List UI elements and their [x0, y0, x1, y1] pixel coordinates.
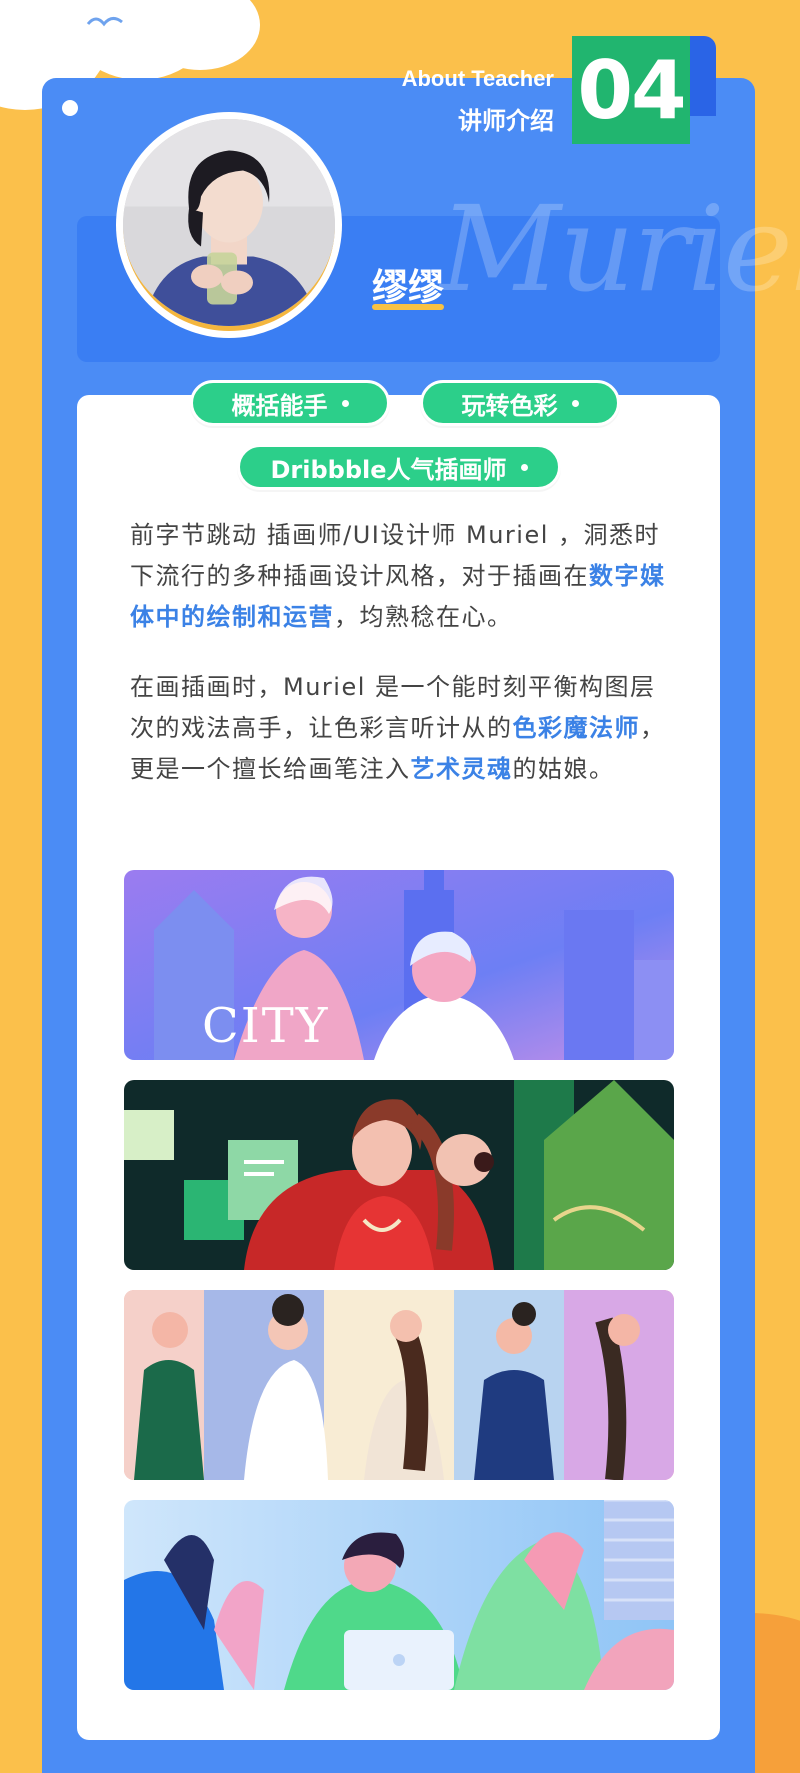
- bio-text: ，均熟稔在心。: [334, 603, 513, 631]
- artwork-friends: [124, 1500, 674, 1690]
- bio-text: 前字节跳动 插画师/UI设计师 Muriel ，洞悉时下流行的多种插画设计风格，…: [130, 521, 661, 590]
- tag-label: Dribbble人气插画师: [270, 455, 507, 484]
- cloud-decoration: [140, 0, 260, 70]
- artwork-sofa: [124, 1080, 674, 1270]
- tag-label: 玩转色彩: [461, 391, 558, 420]
- bio-highlight: 色彩魔法师: [512, 714, 640, 742]
- artwork-dancers: [124, 1290, 674, 1480]
- teacher-name-script: Muriel: [440, 180, 800, 318]
- tag-bullet-icon: [571, 399, 579, 407]
- section-number-badge: 04: [572, 36, 690, 144]
- tag-badge: 玩转色彩: [420, 380, 620, 426]
- card-dot-decoration: [62, 100, 78, 116]
- tag-badge: Dribbble人气插画师: [237, 444, 561, 490]
- section-title-en: About Teacher: [401, 66, 554, 91]
- teacher-name: 缪缪: [372, 267, 445, 308]
- tag-label: 概括能手: [231, 391, 328, 420]
- avatar-photo: [123, 119, 335, 326]
- tag-badge: 概括能手: [190, 380, 390, 426]
- name-underline: [372, 304, 444, 310]
- bio-text: ，更是一个擅长给画笔注入: [130, 714, 666, 783]
- teacher-avatar: [116, 112, 342, 338]
- tag-bullet-icon: [520, 463, 528, 471]
- bio-paragraph: 在画插画时，Muriel 是一个能时刻平衡构图层次的戏法高手，让色彩言听计从的色…: [130, 667, 680, 790]
- bio-highlight: 数字媒体中的绘制和运营: [130, 562, 666, 631]
- bio-highlight: 艺术灵魂: [410, 755, 513, 783]
- artwork-city: CITY: [124, 870, 674, 1060]
- bird-icon: [86, 17, 123, 27]
- bio-paragraph: 前字节跳动 插画师/UI设计师 Muriel ，洞悉时下流行的多种插画设计风格，…: [130, 515, 680, 638]
- bio-text: 在画插画时，Muriel 是一个能时刻平衡构图层次的戏法高手，让色彩言听计从的: [130, 673, 656, 742]
- bio-text: 的姑娘。: [512, 755, 615, 783]
- tag-bullet-icon: [341, 399, 349, 407]
- artwork-caption: CITY: [202, 998, 330, 1054]
- section-title-cn: 讲师介绍: [458, 107, 554, 135]
